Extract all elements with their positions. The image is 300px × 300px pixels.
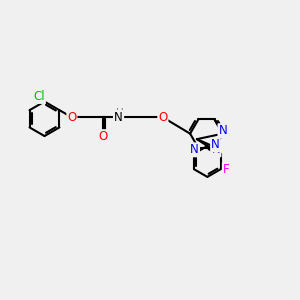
Text: O: O: [98, 130, 107, 143]
Text: H: H: [116, 108, 123, 118]
Text: F: F: [223, 163, 230, 176]
Text: N: N: [218, 124, 227, 137]
Text: Cl: Cl: [33, 90, 45, 103]
Text: N: N: [190, 143, 199, 156]
Text: O: O: [158, 111, 167, 124]
Text: N: N: [211, 138, 220, 152]
Text: N: N: [114, 111, 123, 124]
Text: O: O: [67, 111, 76, 124]
Text: N: N: [212, 143, 220, 156]
